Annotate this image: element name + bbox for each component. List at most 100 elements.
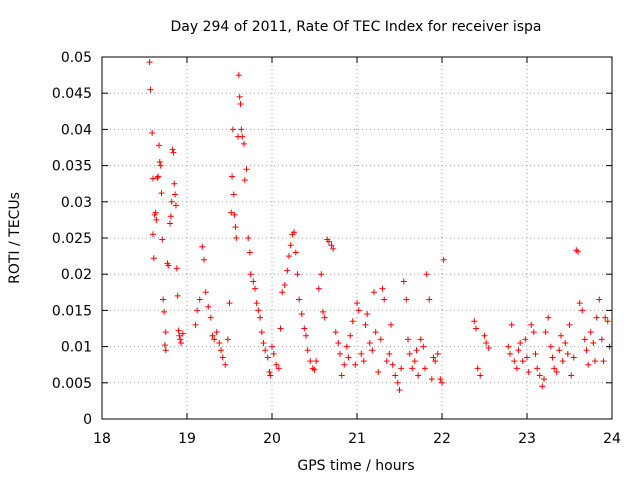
data-point bbox=[296, 296, 303, 303]
data-point bbox=[267, 372, 274, 379]
data-point bbox=[474, 365, 481, 372]
data-point bbox=[176, 332, 183, 339]
data-point bbox=[598, 336, 605, 343]
data-point bbox=[320, 308, 326, 315]
data-point bbox=[369, 347, 376, 354]
data-point bbox=[485, 345, 492, 352]
data-point bbox=[169, 146, 176, 153]
data-point bbox=[275, 365, 282, 372]
x-tick-label: 20 bbox=[263, 431, 281, 447]
data-point bbox=[360, 358, 367, 365]
data-point bbox=[155, 173, 162, 180]
data-point bbox=[224, 336, 231, 343]
data-point bbox=[325, 238, 332, 245]
data-point bbox=[432, 358, 439, 365]
y-tick-label: 0 bbox=[83, 412, 92, 428]
data-point bbox=[158, 190, 165, 197]
data-point bbox=[229, 173, 236, 180]
data-point bbox=[343, 343, 350, 350]
data-point bbox=[528, 321, 535, 328]
data-point bbox=[477, 372, 484, 379]
data-point bbox=[253, 300, 260, 307]
data-point bbox=[167, 213, 174, 220]
data-point bbox=[590, 339, 597, 346]
x-tick-label: 23 bbox=[518, 431, 536, 447]
data-point bbox=[150, 175, 156, 182]
data-point bbox=[199, 243, 206, 250]
data-point bbox=[483, 339, 490, 346]
data-point bbox=[230, 191, 237, 198]
data-point bbox=[558, 332, 564, 339]
data-point bbox=[440, 256, 447, 263]
data-point bbox=[411, 358, 418, 365]
data-point bbox=[292, 249, 299, 256]
y-tick-label: 0.01 bbox=[61, 340, 92, 356]
x-tick-labels: 18 19 20 21 22 23 24 bbox=[93, 431, 621, 447]
data-point bbox=[262, 347, 269, 354]
data-point bbox=[581, 336, 588, 343]
data-point bbox=[585, 361, 592, 368]
data-points bbox=[146, 59, 613, 394]
data-point bbox=[222, 361, 229, 368]
data-point bbox=[566, 321, 573, 328]
data-point bbox=[161, 342, 168, 349]
data-point bbox=[235, 72, 242, 79]
data-point bbox=[146, 59, 153, 66]
data-point bbox=[273, 361, 280, 368]
y-tick-label: 0.035 bbox=[52, 159, 92, 175]
data-point bbox=[406, 350, 413, 357]
data-point bbox=[403, 296, 410, 303]
data-point bbox=[149, 130, 156, 137]
data-point bbox=[383, 358, 390, 365]
data-point bbox=[286, 253, 292, 260]
data-point bbox=[150, 231, 156, 238]
data-point bbox=[364, 311, 371, 318]
data-point bbox=[392, 372, 399, 379]
data-point bbox=[228, 209, 235, 216]
data-point bbox=[592, 358, 598, 365]
data-point bbox=[237, 101, 244, 108]
data-point bbox=[211, 336, 218, 343]
data-point bbox=[349, 318, 356, 325]
data-point bbox=[287, 242, 294, 249]
data-point bbox=[229, 126, 236, 133]
data-point bbox=[583, 347, 590, 354]
data-point bbox=[246, 249, 253, 256]
data-point bbox=[266, 368, 273, 375]
data-point bbox=[575, 248, 581, 255]
data-point bbox=[232, 224, 239, 231]
data-point bbox=[381, 296, 388, 303]
x-axis-label: GPS time / hours bbox=[297, 458, 414, 474]
data-point bbox=[602, 314, 609, 321]
data-point bbox=[219, 354, 226, 361]
y-tick-label: 0.04 bbox=[61, 122, 92, 138]
data-point bbox=[315, 285, 322, 292]
data-point bbox=[439, 379, 445, 386]
data-point bbox=[593, 314, 600, 321]
data-point bbox=[536, 372, 543, 379]
y-tick-label: 0.045 bbox=[52, 86, 92, 102]
data-point bbox=[207, 314, 214, 321]
data-point bbox=[559, 358, 566, 365]
data-point bbox=[281, 282, 288, 289]
data-point bbox=[362, 321, 369, 328]
data-point bbox=[216, 339, 223, 346]
data-point bbox=[202, 289, 209, 296]
data-point bbox=[415, 372, 422, 379]
data-point bbox=[556, 347, 563, 354]
data-point bbox=[233, 235, 240, 241]
data-point bbox=[355, 307, 362, 314]
x-tick-label: 21 bbox=[348, 431, 366, 447]
y-axis-label: ROTI / TECUs bbox=[7, 192, 23, 284]
data-point bbox=[318, 271, 325, 278]
data-point bbox=[150, 255, 157, 262]
data-point bbox=[152, 209, 159, 216]
data-point bbox=[313, 358, 320, 365]
data-point bbox=[335, 339, 342, 346]
data-point bbox=[409, 365, 416, 372]
data-point bbox=[372, 329, 379, 336]
data-point bbox=[525, 368, 532, 375]
data-point bbox=[515, 347, 522, 354]
data-point bbox=[542, 329, 549, 336]
y-tick-label: 0.05 bbox=[61, 50, 92, 66]
